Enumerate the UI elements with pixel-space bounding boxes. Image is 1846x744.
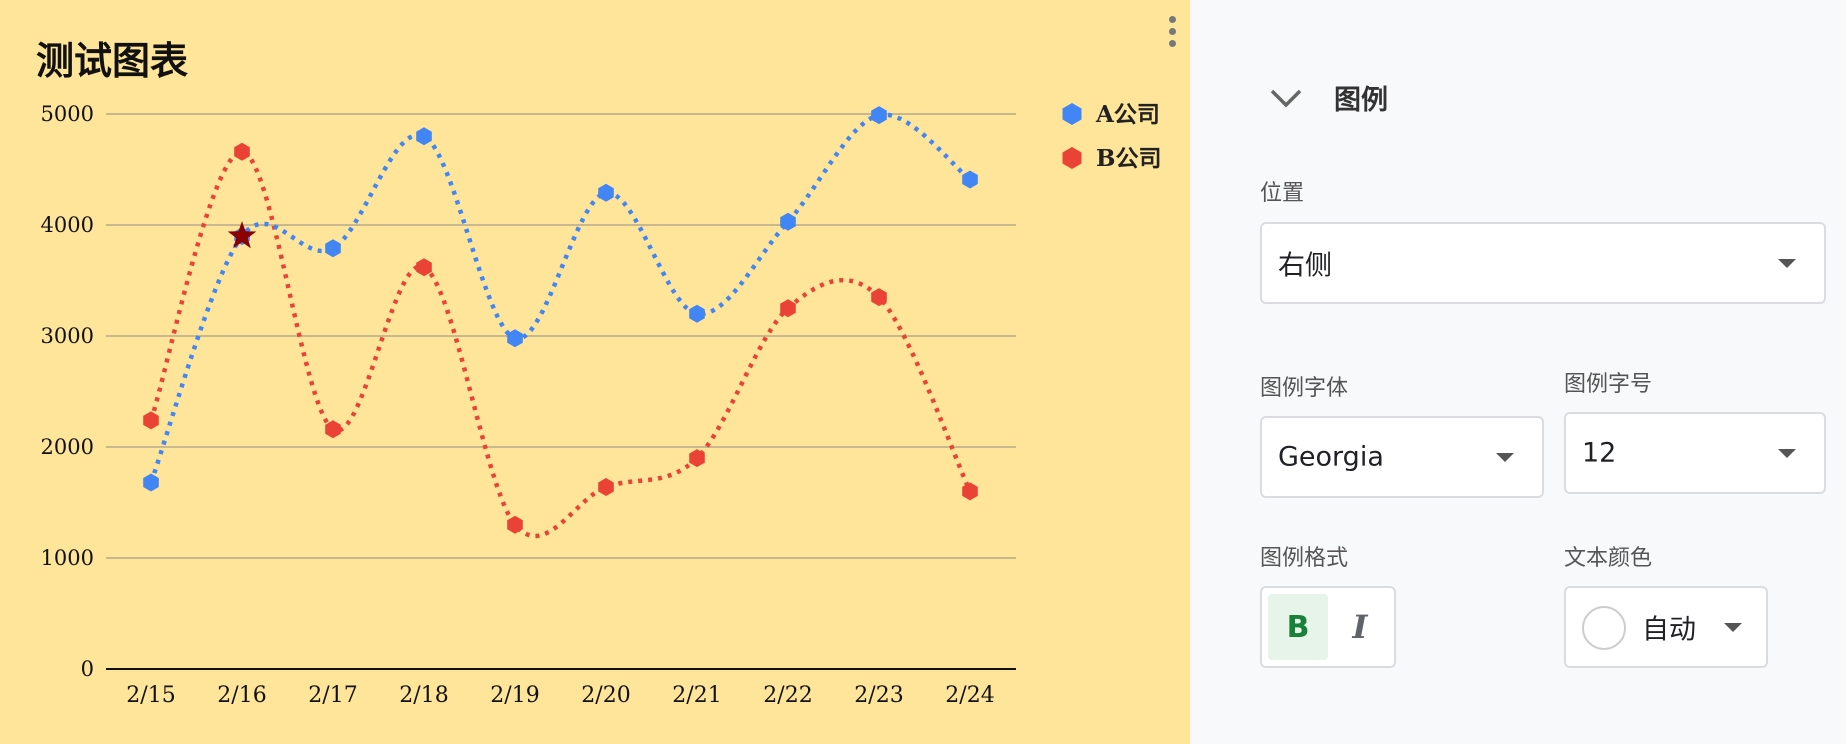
x-tick-label: 2/16	[217, 683, 266, 708]
series-line	[148, 112, 972, 484]
section-title: 图例	[1334, 85, 1388, 116]
annotation-star-icon	[227, 221, 257, 249]
legend-format-label: 图例格式	[1260, 546, 1349, 571]
chart-title: 测试图表	[36, 39, 189, 83]
legend-label: A公司	[1095, 101, 1160, 128]
data-point	[780, 212, 796, 231]
data-point	[143, 411, 159, 430]
dropdown-arrow-icon	[1496, 453, 1514, 462]
x-tick-label: 2/24	[945, 683, 994, 708]
dropdown-arrow-icon	[1724, 623, 1742, 632]
x-tick-label: 2/17	[308, 683, 357, 708]
chart-panel[interactable]: 测试图表 0 1000 2000 3000 4000 5000 2/15 2/16 2/17 2/…	[0, 0, 1190, 744]
y-tick-label: 2000	[41, 435, 94, 459]
legend-font-value: Georgia	[1278, 441, 1384, 473]
legend-format-group: B I	[1260, 586, 1396, 668]
position-value: 右侧	[1278, 250, 1332, 282]
legend-font-label: 图例字体	[1260, 376, 1349, 401]
legend-font-select[interactable]: Georgia	[1260, 416, 1544, 498]
data-point	[416, 127, 432, 146]
x-tick-label: 2/19	[490, 683, 539, 708]
text-color-label: 文本颜色	[1564, 546, 1653, 571]
data-point	[143, 473, 159, 492]
legend-marker	[1062, 103, 1082, 125]
position-label: 位置	[1260, 181, 1305, 206]
x-tick-label: 2/15	[126, 683, 175, 708]
legend-label: B公司	[1096, 145, 1161, 172]
x-tick-label: 2/18	[399, 683, 448, 708]
color-swatch-icon	[1582, 606, 1626, 650]
position-select[interactable]: 右侧	[1260, 222, 1826, 304]
data-point	[416, 258, 432, 277]
y-tick-label: 5000	[41, 102, 94, 126]
bold-icon: B	[1286, 609, 1310, 645]
more-vert-icon[interactable]	[1162, 16, 1182, 52]
data-point	[325, 420, 341, 439]
data-point	[598, 478, 614, 496]
legend-marker	[1062, 147, 1082, 169]
data-point	[689, 449, 705, 468]
data-point	[234, 142, 250, 161]
legend-size-label: 图例字号	[1564, 372, 1653, 397]
legend-size-value: 12	[1582, 437, 1617, 469]
dropdown-arrow-icon	[1778, 449, 1796, 458]
data-point	[871, 288, 887, 307]
x-tick-label: 2/22	[763, 683, 812, 708]
y-tick-label: 4000	[41, 213, 94, 237]
data-point	[325, 239, 341, 258]
y-tick-label: 0	[81, 657, 94, 681]
x-tick-label: 2/23	[854, 683, 903, 708]
data-point	[689, 304, 705, 323]
line-chart: 0 1000 2000 3000 4000 5000 2/15 2/16 2/17 2/18 2/1…	[41, 101, 1162, 708]
y-tick-label: 3000	[41, 324, 94, 348]
series-line	[148, 149, 973, 539]
data-point	[507, 329, 523, 348]
data-point	[507, 515, 523, 534]
x-tick-label: 2/20	[581, 683, 630, 708]
data-point	[780, 299, 796, 318]
italic-button[interactable]: I	[1330, 594, 1390, 660]
bold-button[interactable]: B	[1268, 594, 1328, 660]
dropdown-arrow-icon	[1778, 259, 1796, 268]
chevron-down-icon[interactable]	[1266, 83, 1306, 113]
text-color-select[interactable]: 自动	[1564, 586, 1768, 668]
chart-editor-sidebar: 图例 位置 右侧 图例字体 Georgia 图例字号 12 图例格式 B I 文…	[1190, 0, 1846, 744]
text-color-value: 自动	[1642, 614, 1696, 646]
legend-section-header[interactable]: 图例	[1266, 78, 1388, 117]
y-tick-label: 1000	[41, 546, 94, 570]
data-point	[598, 183, 614, 202]
data-point	[962, 482, 978, 501]
italic-icon: I	[1352, 608, 1368, 646]
x-tick-label: 2/21	[672, 683, 721, 708]
legend-size-select[interactable]: 12	[1564, 412, 1826, 494]
data-point	[871, 106, 887, 125]
data-point	[962, 170, 978, 189]
